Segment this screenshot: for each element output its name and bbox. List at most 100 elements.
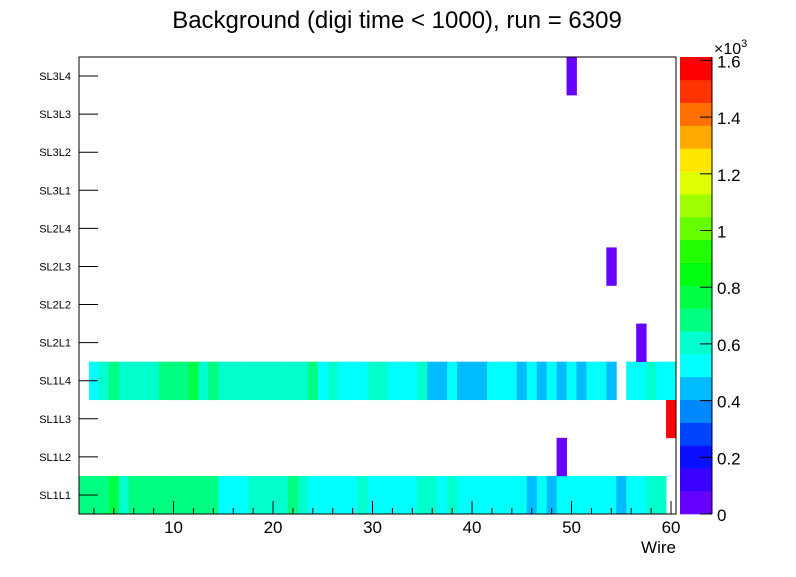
x-tick-label: 50 — [562, 518, 581, 537]
x-tick-label: 60 — [662, 518, 681, 537]
heatmap-cell-SL1L1-29 — [357, 475, 368, 515]
y-tick-label: SL1L3 — [39, 414, 71, 426]
heatmap-cell-SL1L1-57 — [636, 475, 647, 515]
heatmap-cell-SL1L4-38 — [447, 361, 458, 401]
x-tick-label: 20 — [264, 518, 283, 537]
heatmap-cell-SL1L4-37 — [437, 361, 448, 401]
heatmap-cell-SL1L1-58 — [646, 475, 657, 515]
heatmap-cell-SL1L1-38 — [447, 475, 458, 515]
heatmap-cell-SL1L1-30 — [367, 475, 378, 515]
palette-tick-label: 0.8 — [717, 279, 741, 298]
palette-tick-label: 0.4 — [717, 393, 741, 412]
heatmap-cell-SL1L1-25 — [317, 475, 329, 515]
heatmap-cell-SL1L4-43 — [496, 361, 508, 401]
heatmap-cell-SL1L4-32 — [387, 361, 398, 401]
y-tick-label: SL2L3 — [39, 261, 71, 273]
heatmap-cell-SL1L1-46 — [526, 475, 538, 515]
x-axis: 10 20 30 40 50 60 — [93, 501, 681, 537]
heatmap-cell-SL1L4-5 — [118, 361, 130, 401]
heatmap-cell-SL1L1-43 — [496, 475, 508, 515]
heatmap-cell-SL1L4-33 — [397, 361, 408, 401]
palette-swatch — [680, 148, 712, 172]
heatmap-cell-SL1L1-20 — [268, 475, 279, 515]
heatmap-cell-SL1L1-23 — [297, 475, 309, 515]
palette-swatch — [680, 399, 712, 423]
heatmap-cell-SL1L1-17 — [238, 475, 249, 515]
heatmap-cell-SL1L1-47 — [536, 475, 548, 515]
palette-swatch — [680, 422, 712, 446]
heatmap-cell-SL1L4-56 — [626, 361, 637, 401]
heatmap-cell-SL1L4-57 — [636, 361, 647, 401]
heatmap-cell-SL1L4-24 — [307, 361, 319, 401]
palette-tick-label: 1 — [717, 223, 726, 242]
y-tick-label: SL1L2 — [39, 452, 71, 464]
heatmap-cell-SL1L4-11 — [178, 361, 189, 401]
heatmap-cell-SL1L1-36 — [427, 475, 438, 515]
heatmap-cell-SL2L1-57 — [636, 323, 647, 362]
heatmap-cell-SL1L4-44 — [506, 361, 518, 401]
color-palette: 0 0.2 0.4 0.6 0.8 1 1.2 1.4 1.6 — [680, 52, 741, 525]
heatmap-cell-SL1L4-7 — [138, 361, 150, 401]
heatmap-cell-SL1L1-52 — [586, 475, 597, 515]
x-tick-label: 30 — [363, 518, 382, 537]
heatmap-cell-SL1L1-49 — [556, 475, 567, 515]
heatmap-cell-SL1L1-10 — [168, 475, 179, 515]
heatmap-cell-SL1L4-15 — [218, 361, 229, 401]
heatmap-cell-SL1L1-7 — [138, 475, 150, 515]
heatmap-cell-SL1L1-16 — [228, 475, 239, 515]
heatmap-cell-SL1L1-48 — [546, 475, 557, 515]
heatmap-cell-SL1L4-27 — [337, 361, 349, 401]
heatmap-cell-SL1L4-6 — [128, 361, 140, 401]
heatmap-cell-SL1L4-28 — [347, 361, 358, 401]
heatmap-cell-SL1L4-26 — [327, 361, 339, 401]
heatmap-cell-SL1L4-49 — [556, 361, 567, 401]
palette-swatch — [680, 331, 712, 355]
z-multiplier-exp: 3 — [741, 38, 747, 50]
heatmap-cell-SL1L4-53 — [596, 361, 607, 401]
heatmap-cell-SL1L1-24 — [307, 475, 319, 515]
heatmap-cell-SL1L4-47 — [536, 361, 548, 401]
heatmap-cell-SL1L1-59 — [656, 475, 667, 515]
heatmap-cell-SL1L1-19 — [258, 475, 269, 515]
heatmap-cell-SL1L1-5 — [118, 475, 130, 515]
x-tick-label: 40 — [463, 518, 482, 537]
heatmap-cell-SL1L4-60 — [666, 361, 677, 401]
x-axis-title: Wire — [641, 538, 676, 557]
heatmap-cell-SL1L4-8 — [148, 361, 159, 401]
palette-tick-label: 1.2 — [717, 166, 741, 185]
heatmap-cell-SL1L1-3 — [98, 475, 110, 515]
heatmap-cell-SL1L1-51 — [576, 475, 587, 515]
heatmap-cell-SL1L1-44 — [506, 475, 518, 515]
plot-frame — [78, 56, 677, 515]
z-multiplier-base: ×10 — [714, 41, 741, 58]
palette-swatch — [680, 354, 712, 378]
heatmap-cell-SL1L1-32 — [387, 475, 398, 515]
heatmap-cell-SL1L1-45 — [516, 475, 528, 515]
palette-swatch — [680, 171, 712, 195]
palette-swatch — [680, 376, 712, 401]
heatmap-cell-SL1L1-40 — [467, 475, 478, 515]
heatmap-cell-SL1L4-29 — [357, 361, 368, 401]
palette-tick-label: 0.2 — [717, 449, 741, 468]
heatmap-cell-SL1L4-16 — [228, 361, 239, 401]
heatmap-cell-SL1L1-33 — [397, 475, 408, 515]
y-tick-label: SL3L2 — [39, 147, 71, 159]
palette-swatch — [680, 194, 712, 218]
heatmap-cell-SL1L4-40 — [467, 361, 478, 401]
heatmap-cell-SL1L4-48 — [546, 361, 557, 401]
heatmap-cells — [79, 57, 677, 515]
y-tick-label: SL1L4 — [39, 376, 71, 388]
heatmap-cell-SL1L3-60 — [666, 399, 677, 439]
heatmap-cell-SL1L4-25 — [317, 361, 329, 401]
palette-swatch — [680, 262, 712, 286]
heatmap-cell-SL1L1-54 — [606, 475, 617, 515]
heatmap-cell-SL1L4-21 — [278, 361, 289, 401]
heatmap-cell-SL1L4-20 — [268, 361, 279, 401]
y-axis: SL1L1 SL1L2 SL1L3 SL1L4 SL2L1 SL2L2 SL2L3 SL2L4… — [39, 71, 98, 502]
heatmap-cell-SL1L1-37 — [437, 475, 448, 515]
heatmap-cell-SL1L4-22 — [287, 361, 299, 401]
heatmap-cell-SL1L1-6 — [128, 475, 140, 515]
heatmap-cell-SL1L4-14 — [208, 361, 219, 401]
heatmap-cell-SL1L1-55 — [616, 475, 627, 515]
palette-tick-label: 0.6 — [717, 336, 741, 355]
